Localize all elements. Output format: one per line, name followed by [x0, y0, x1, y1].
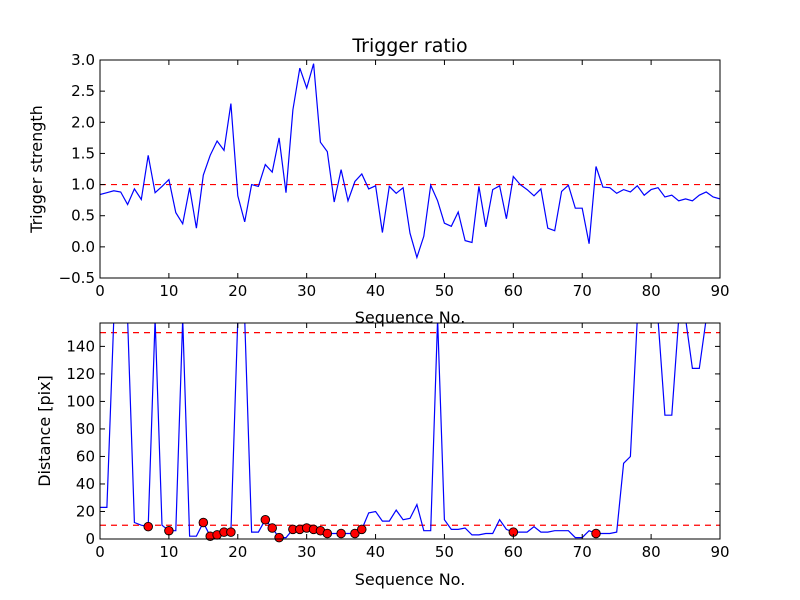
data-point: [357, 524, 367, 535]
data-point: [198, 517, 209, 528]
x-tick-label: 30: [297, 282, 316, 300]
y-tick-label: 20: [76, 502, 95, 520]
series-line: [100, 63, 720, 260]
y-axis-label: Trigger strength: [27, 105, 46, 234]
y-tick-label: 2.0: [71, 113, 95, 131]
x-axis-label: Sequence No.: [355, 570, 466, 589]
y-tick-label: 0: [85, 530, 95, 548]
x-tick-label: 90: [710, 282, 729, 300]
x-tick-label: 80: [642, 543, 661, 561]
data-point: [322, 528, 333, 539]
x-tick-label: 30: [297, 543, 316, 561]
x-tick-label: 40: [366, 282, 385, 300]
trigger-ratio-chart: Trigger ratio 0 10 20 30 40 50 60 70 80 90 −0.5 0.0…: [27, 35, 730, 327]
y-tick-label: 3.0: [71, 51, 95, 69]
data-point: [274, 532, 284, 543]
y-axis-label: Distance [pix]: [35, 375, 54, 487]
data-point: [591, 528, 601, 539]
y-tick-label: 60: [76, 447, 95, 465]
chart-title: Trigger ratio: [351, 35, 467, 57]
plot-content: [100, 63, 720, 260]
data-point: [336, 528, 346, 539]
x-tick-label: 70: [573, 282, 592, 300]
x-tick-label: 40: [366, 543, 385, 561]
x-tick-label: 60: [504, 282, 523, 300]
data-point: [350, 528, 360, 539]
axes-frame: [99, 59, 721, 279]
y-tick-label: 1.0: [71, 176, 95, 194]
y-tick-label: 0.0: [71, 238, 95, 256]
x-tick-label: 0: [95, 543, 105, 561]
data-point: [226, 527, 236, 537]
y-tick-label: 1.5: [71, 144, 95, 162]
data-point: [260, 514, 271, 525]
x-tick-label: 20: [228, 282, 247, 300]
x-tick-label: 10: [159, 282, 178, 300]
x-tick-label: 80: [642, 282, 661, 300]
y-tick-label: 100: [66, 392, 95, 410]
data-point: [164, 525, 174, 536]
x-tick-label: 20: [228, 543, 247, 561]
y-tick-label: 2.5: [71, 82, 95, 100]
axes-frame: [99, 322, 721, 540]
y-tick-label: 80: [76, 420, 95, 438]
x-axis-label: Sequence No.: [355, 308, 466, 327]
plot-area: 0 10 20 30 40 50 60 70 80 90 −0.5 0.0 0.5 1.0 1.5 2.0 2.…: [59, 51, 730, 300]
x-tick-label: 70: [573, 543, 592, 561]
x-tick-label: 0: [95, 282, 105, 300]
y-tick-label: 0.5: [71, 207, 95, 225]
data-point: [267, 523, 277, 533]
x-tick-label: 60: [504, 543, 523, 561]
y-tick-label: 40: [76, 475, 95, 493]
y-tick-label: 140: [66, 337, 95, 355]
x-tick-label: 50: [435, 282, 454, 300]
x-tick-label: 50: [435, 543, 454, 561]
x-tick-label: 90: [710, 543, 729, 561]
x-tick-label: 10: [159, 543, 178, 561]
distance-chart: 0 10 20 30 40 50 60 70 80 90 0 20 40 60 80 100 120 140 Se…: [35, 322, 730, 589]
plot-area: 0 10 20 30 40 50 60 70 80 90 0 20 40 60 80 100 120 140: [66, 322, 730, 561]
y-tick-label: −0.5: [59, 269, 95, 287]
y-tick-label: 120: [66, 365, 95, 383]
data-point: [143, 521, 153, 532]
